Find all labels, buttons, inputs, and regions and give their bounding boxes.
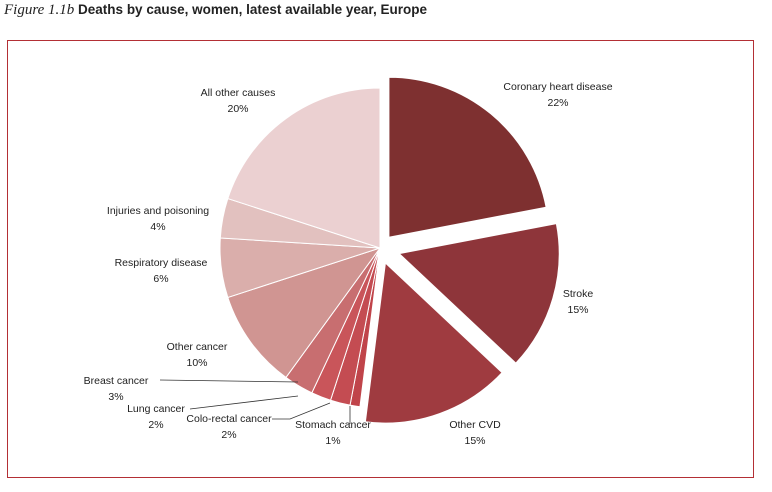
slice-label-name: Stroke xyxy=(563,288,594,300)
figure-title: Figure 1.1b Deaths by cause, women, late… xyxy=(4,2,427,19)
leader-lines xyxy=(159,379,351,424)
chart-frame xyxy=(7,40,754,478)
slice-label-value: 15% xyxy=(567,304,588,316)
slice-label-name: Other CVD xyxy=(449,419,501,431)
slice-label-value: 3% xyxy=(108,391,123,403)
slice-label-name: Injuries and poisoning xyxy=(107,205,209,217)
slice-label-value: 2% xyxy=(148,419,163,431)
pie-slice-stroke xyxy=(398,223,560,364)
leader-line-lung-cancer xyxy=(189,395,299,410)
leader-line-breast-cancer xyxy=(159,379,299,383)
slice-label-value: 2% xyxy=(221,429,236,441)
slice-label-value: 1% xyxy=(325,435,340,447)
leader-line-colo-rectal-cancer xyxy=(272,402,331,420)
slice-label-name: Other cancer xyxy=(167,341,228,353)
slice-label-value: 22% xyxy=(547,97,568,109)
slice-label-value: 4% xyxy=(150,221,165,233)
slice-label-name: Coronary heart disease xyxy=(503,81,612,93)
slice-label-respiratory-disease: Respiratory disease 6% xyxy=(115,257,208,285)
slice-label-value: 10% xyxy=(186,357,207,369)
pie-slice-other-cancer xyxy=(227,247,382,379)
slice-label-name: All other causes xyxy=(201,87,276,99)
pie-slices xyxy=(219,76,560,424)
slice-label-name: Respiratory disease xyxy=(115,257,208,269)
slice-label-value: 15% xyxy=(464,435,485,447)
slice-label-stomach-cancer: Stomach cancer 1% xyxy=(295,419,371,447)
pie-slice-other-cvd xyxy=(364,262,503,424)
slice-labels: Coronary heart disease 22%Stroke 15%Other … xyxy=(84,81,613,447)
pie-slice-all-other-causes xyxy=(227,87,381,249)
slice-label-injuries-and-poisoning: Injuries and poisoning 4% xyxy=(107,205,209,233)
pie-slice-coronary-heart-disease xyxy=(388,76,547,238)
slice-label-breast-cancer: Breast cancer 3% xyxy=(84,375,149,403)
slice-label-colo-rectal-cancer: Colo-rectal cancer 2% xyxy=(186,413,272,441)
slice-label-name: Colo-rectal cancer xyxy=(186,413,272,425)
figure-title-text: Deaths by cause, women, latest available… xyxy=(78,2,427,17)
slice-label-other-cancer: Other cancer 10% xyxy=(167,341,228,369)
slice-label-value: 20% xyxy=(227,103,248,115)
slice-label-other-cvd: Other CVD 15% xyxy=(449,419,501,447)
slice-label-coronary-heart-disease: Coronary heart disease 22% xyxy=(503,81,612,109)
slice-label-name: Lung cancer xyxy=(127,403,185,415)
slice-label-stroke: Stroke 15% xyxy=(563,288,594,316)
figure-number: Figure 1.1b xyxy=(4,2,75,18)
slice-label-name: Stomach cancer xyxy=(295,419,371,431)
slice-label-lung-cancer: Lung cancer 2% xyxy=(127,403,185,431)
slice-label-name: Breast cancer xyxy=(84,375,149,387)
slice-label-all-other-causes: All other causes 20% xyxy=(201,87,276,115)
slice-label-value: 6% xyxy=(153,273,168,285)
